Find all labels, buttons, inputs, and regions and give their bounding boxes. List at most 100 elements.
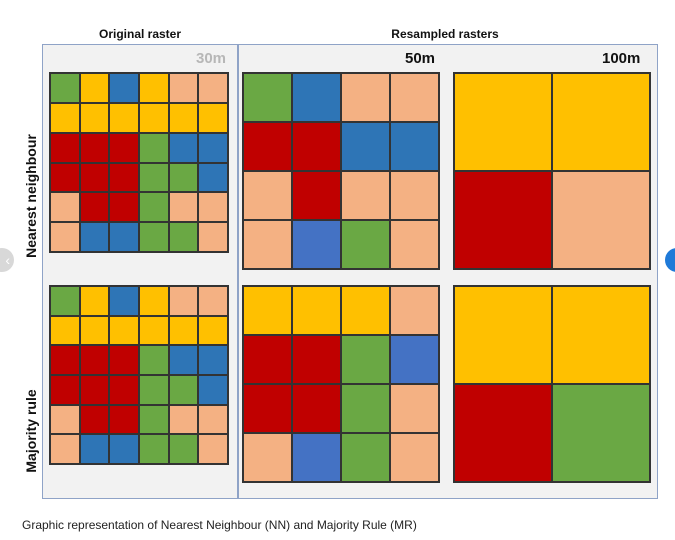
raster-cell <box>198 102 228 133</box>
raster-cell <box>109 404 139 435</box>
raster-cell <box>109 315 139 346</box>
raster-cell <box>109 192 139 223</box>
previous-arrow-icon[interactable]: ‹ <box>0 248 14 272</box>
raster-cell <box>168 434 199 464</box>
resolution-50m-label: 50m <box>405 50 436 67</box>
raster-cell <box>243 171 292 220</box>
raster-cell <box>138 132 169 163</box>
grid-mr-100m <box>453 285 651 483</box>
raster-cell <box>341 335 390 384</box>
raster-cell <box>341 433 390 482</box>
raster-cell <box>50 132 80 163</box>
raster-cell <box>50 73 80 103</box>
raster-cell <box>390 286 439 335</box>
raster-cell <box>198 132 228 163</box>
raster-cell <box>341 171 390 220</box>
raster-cell <box>341 384 390 433</box>
raster-cell <box>79 434 110 464</box>
raster-cell <box>109 434 139 464</box>
raster-cell <box>292 286 341 335</box>
raster-cell <box>198 345 228 375</box>
grid-original-mr <box>49 285 229 465</box>
raster-cell <box>138 404 169 435</box>
raster-cell <box>292 73 341 122</box>
raster-cell <box>109 222 139 252</box>
raster-cell <box>79 374 110 405</box>
raster-cell <box>109 132 139 163</box>
raster-cell <box>454 171 552 269</box>
raster-cell <box>390 122 439 171</box>
raster-cell <box>138 102 169 133</box>
raster-cell <box>50 434 80 464</box>
raster-cell <box>50 345 80 375</box>
raster-cell <box>168 132 199 163</box>
raster-cell <box>168 345 199 375</box>
raster-cell <box>168 374 199 405</box>
raster-cell <box>198 73 228 103</box>
raster-cell <box>341 286 390 335</box>
raster-cell <box>168 315 199 346</box>
raster-cell <box>390 171 439 220</box>
raster-cell <box>50 286 80 316</box>
raster-cell <box>168 286 199 316</box>
raster-cell <box>292 384 341 433</box>
raster-cell <box>50 162 80 193</box>
raster-cell <box>552 286 650 384</box>
raster-cell <box>454 73 552 171</box>
raster-cell <box>50 374 80 405</box>
raster-cell <box>390 433 439 482</box>
row-label-majority-rule: Majority rule <box>23 389 39 473</box>
raster-cell <box>198 374 228 405</box>
raster-cell <box>168 162 199 193</box>
raster-cell <box>79 132 110 163</box>
raster-cell <box>198 222 228 252</box>
raster-cell <box>243 73 292 122</box>
raster-cell <box>292 335 341 384</box>
raster-cell <box>138 286 169 316</box>
raster-cell <box>168 404 199 435</box>
raster-cell <box>198 315 228 346</box>
raster-cell <box>454 286 552 384</box>
raster-cell <box>243 384 292 433</box>
raster-cell <box>50 222 80 252</box>
raster-cell <box>243 433 292 482</box>
raster-cell <box>79 404 110 435</box>
raster-cell <box>454 384 552 482</box>
raster-cell <box>390 220 439 269</box>
resolution-30m-label: 30m <box>196 50 227 67</box>
raster-cell <box>198 286 228 316</box>
raster-cell <box>341 73 390 122</box>
raster-cell <box>109 73 139 103</box>
resampled-rasters-header: Resampled rasters <box>391 27 499 41</box>
raster-cell <box>341 220 390 269</box>
raster-cell <box>138 73 169 103</box>
raster-cell <box>50 192 80 223</box>
raster-cell <box>109 374 139 405</box>
raster-cell <box>552 73 650 171</box>
raster-cell <box>79 315 110 346</box>
raster-cell <box>79 286 110 316</box>
next-arrow-icon[interactable] <box>665 248 675 272</box>
raster-cell <box>243 122 292 171</box>
raster-cell <box>109 102 139 133</box>
resolution-100m-label: 100m <box>602 50 641 67</box>
raster-cell <box>138 222 169 252</box>
raster-cell <box>138 192 169 223</box>
row-label-nearest-neighbour: Nearest neighbour <box>23 134 39 258</box>
raster-cell <box>390 335 439 384</box>
raster-cell <box>109 286 139 316</box>
raster-cell <box>168 102 199 133</box>
raster-cell <box>79 222 110 252</box>
raster-cell <box>79 192 110 223</box>
raster-cell <box>138 374 169 405</box>
raster-cell <box>138 345 169 375</box>
raster-cell <box>138 434 169 464</box>
raster-cell <box>50 315 80 346</box>
figure-caption: Graphic representation of Nearest Neighb… <box>22 518 417 532</box>
raster-cell <box>168 192 199 223</box>
raster-cell <box>79 73 110 103</box>
raster-cell <box>109 162 139 193</box>
raster-cell <box>79 102 110 133</box>
grid-nn-50m <box>242 72 440 270</box>
raster-cell <box>552 384 650 482</box>
